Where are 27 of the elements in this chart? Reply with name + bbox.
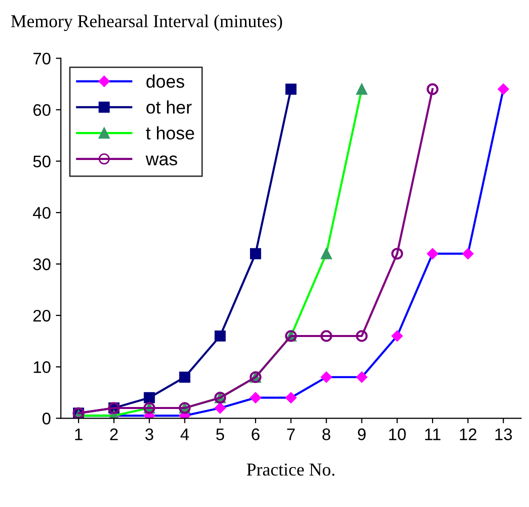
legend-label: t hose <box>146 126 194 140</box>
legend-label: ot her <box>146 100 192 114</box>
x-tick-label: 7 <box>287 428 295 440</box>
y-tick-label: 30 <box>33 258 50 270</box>
x-tick-label: 11 <box>425 428 440 440</box>
x-tick-label: 6 <box>252 428 260 440</box>
y-tick-label: 20 <box>33 310 50 322</box>
x-tick-label: 5 <box>216 428 224 440</box>
x-tick-label: 8 <box>322 428 330 440</box>
x-tick-label: 12 <box>460 428 476 440</box>
x-tick-label: 13 <box>495 428 512 440</box>
x-tick-label: 1 <box>75 428 82 440</box>
y-tick-label: 10 <box>34 361 50 374</box>
x-tick-label: 9 <box>358 428 366 440</box>
x-axis-title: Practice No. <box>246 464 334 476</box>
x-tick-label: 4 <box>180 428 189 440</box>
y-tick-label: 60 <box>33 104 50 116</box>
legend-label: was <box>146 156 178 166</box>
y-tick-label: 50 <box>33 156 50 168</box>
x-tick-label: 2 <box>110 428 118 440</box>
x-tick-label: 3 <box>145 428 154 440</box>
y-tick-label: 40 <box>32 206 50 219</box>
y-tick-label: 0 <box>42 412 50 424</box>
x-tick-label: 10 <box>389 428 406 440</box>
chart-title: Memory Rehearsal Interval (minutes) <box>11 14 282 32</box>
legend-label: does <box>146 74 184 88</box>
y-tick-label: 70 <box>33 52 50 65</box>
